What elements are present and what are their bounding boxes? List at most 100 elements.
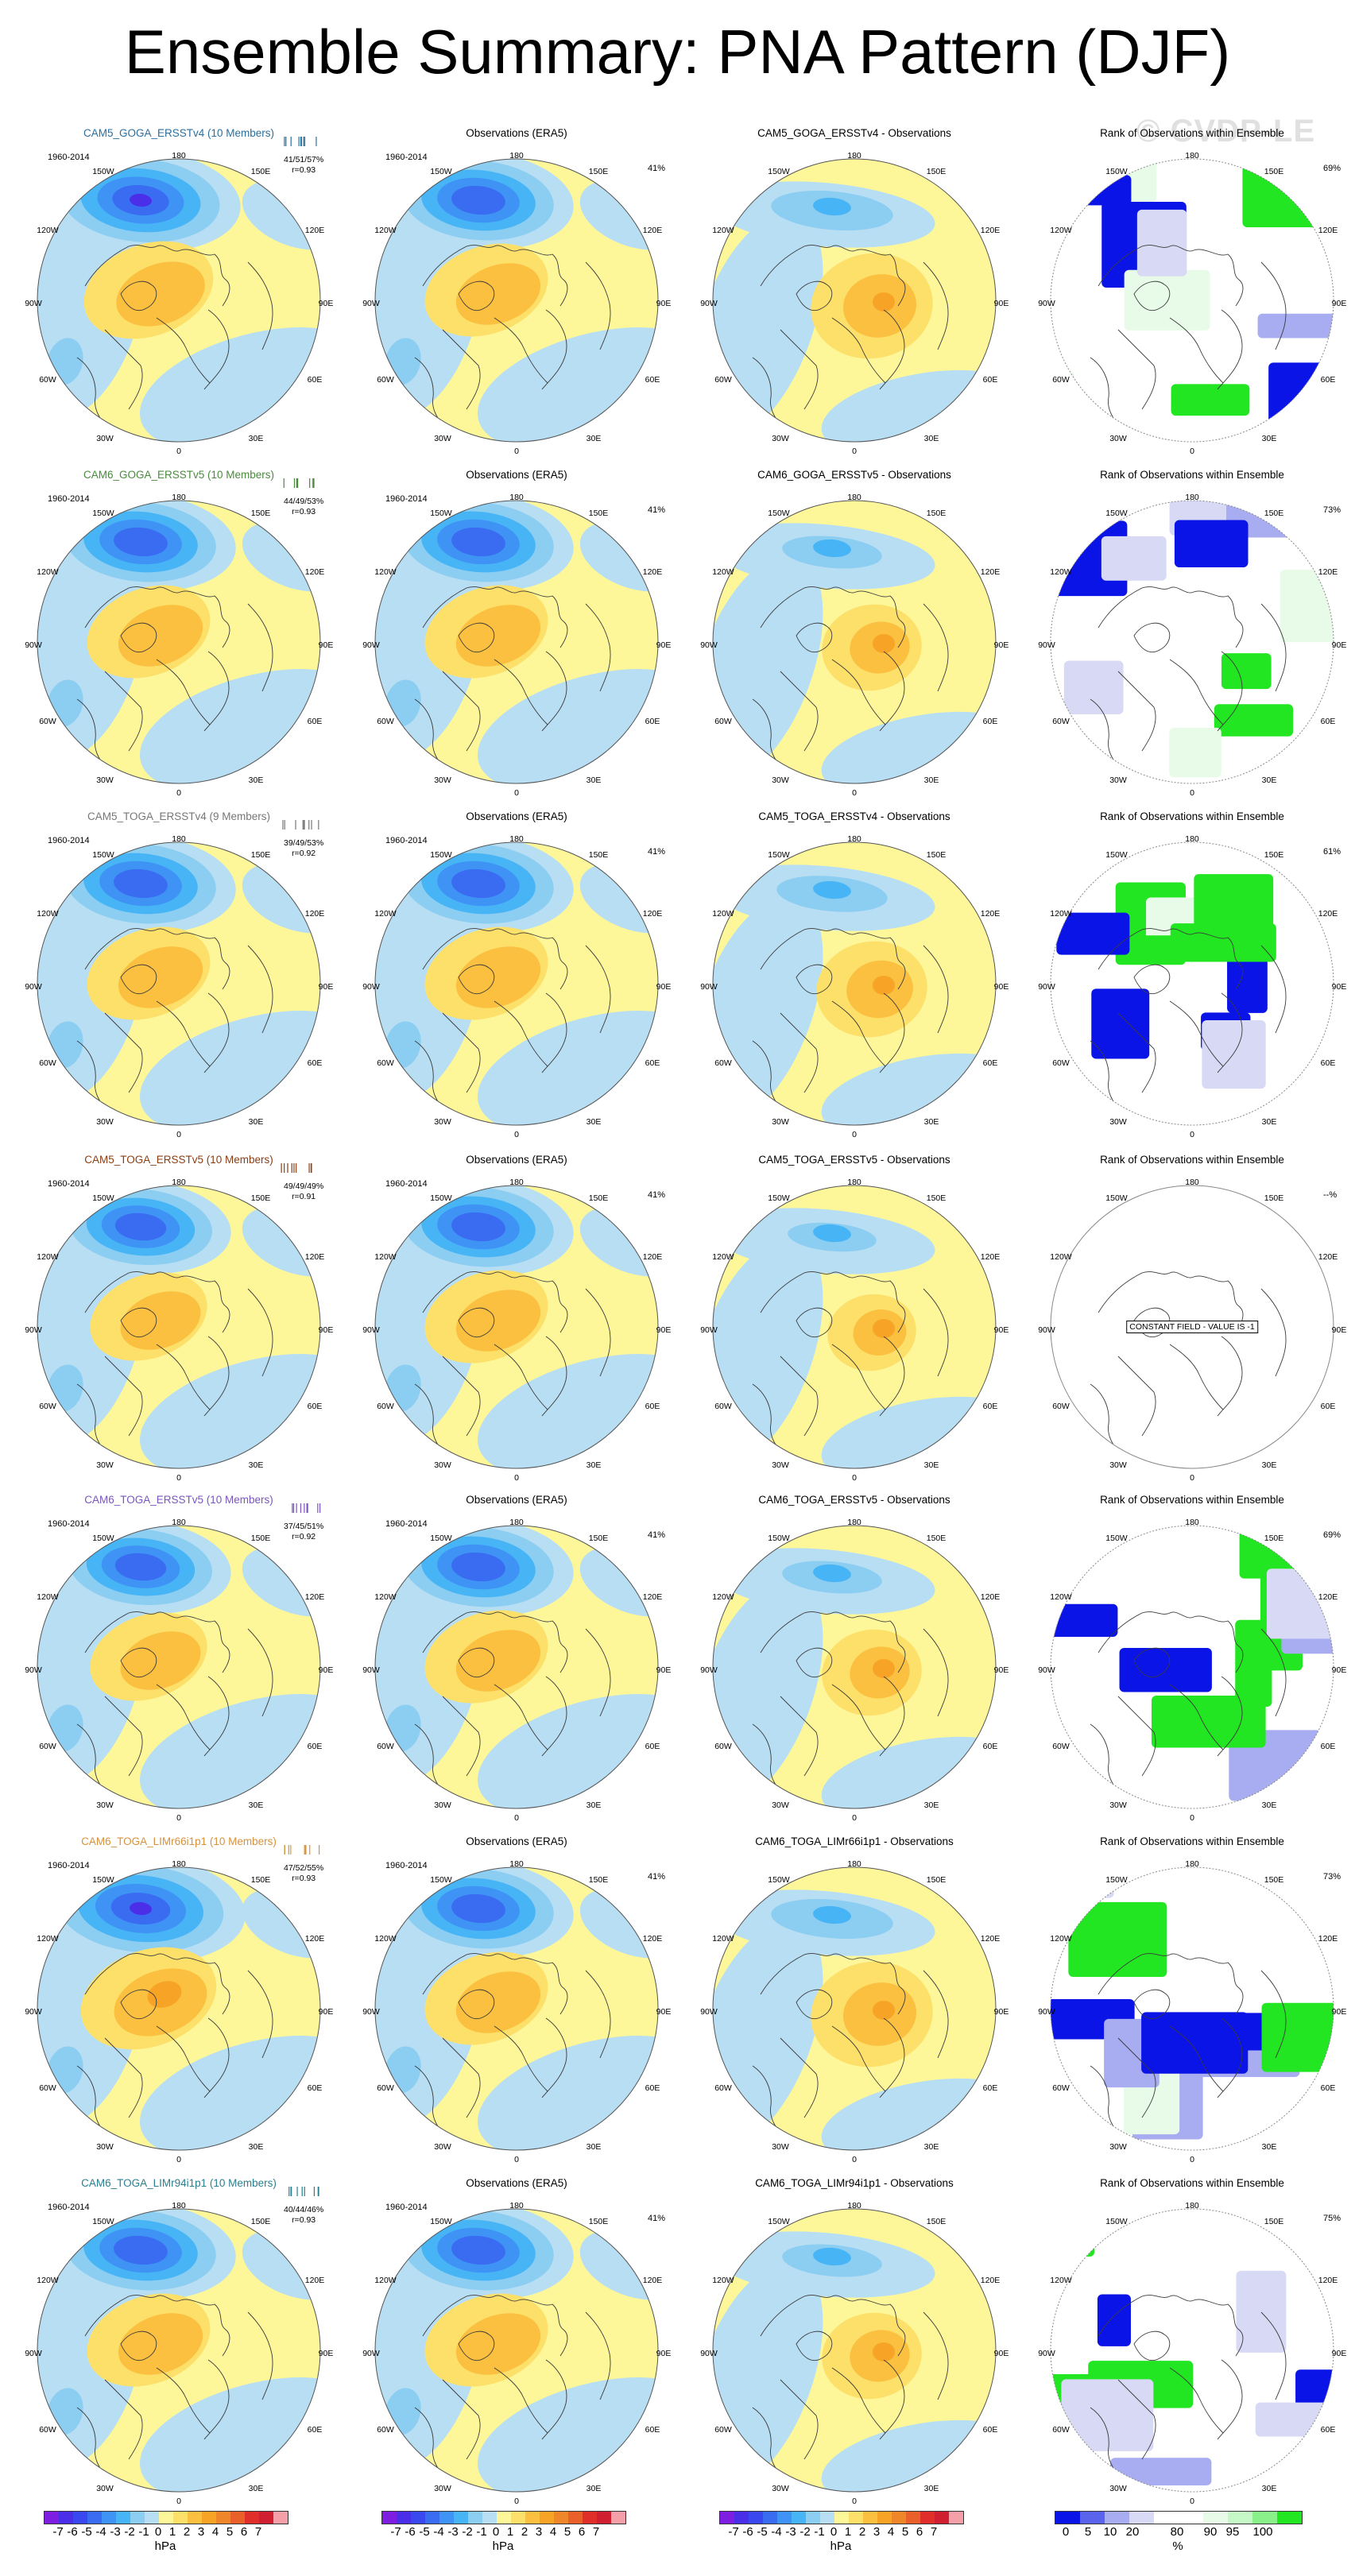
model-panel: CAM5_GOGA_ERSSTv4 (10 Members) 1960-2014 4… bbox=[10, 127, 348, 470]
longitude-label: 150W bbox=[768, 1875, 790, 1885]
colorbar-swatch bbox=[540, 2512, 554, 2524]
period-label: 1960-2014 bbox=[385, 1519, 428, 1529]
colorbar-tick-label: 3 bbox=[197, 2525, 205, 2539]
longitude-label: 120E bbox=[1318, 909, 1338, 919]
longitude-label: 30W bbox=[434, 776, 451, 785]
diff-panel: CAM6_TOGA_LIMr94i1p1 - Observations 180 15… bbox=[685, 2177, 1024, 2520]
coastline bbox=[1090, 586, 1287, 772]
coastline bbox=[76, 245, 273, 430]
colorbar-swatch bbox=[102, 2512, 116, 2524]
longitude-label: 150E bbox=[250, 509, 271, 518]
longitude-label: 0 bbox=[1190, 788, 1194, 798]
map-border bbox=[37, 1866, 321, 2151]
longitude-label: 90W bbox=[700, 299, 718, 308]
longitude-label: 150W bbox=[430, 1534, 452, 1543]
longitude-label: 90W bbox=[1038, 299, 1055, 308]
longitude-label: 60E bbox=[982, 1402, 998, 1411]
longitude-label: 180 bbox=[172, 1518, 186, 1527]
positive-anomaly bbox=[120, 1291, 201, 1350]
colorbar-tick-label: 3 bbox=[535, 2525, 543, 2539]
constant-field-label: CONSTANT FIELD - VALUE IS -1 bbox=[1126, 1321, 1258, 1333]
longitude-label: 30W bbox=[1109, 434, 1127, 443]
longitude-label: 120W bbox=[712, 1934, 734, 1944]
longitude-label: 90E bbox=[656, 299, 672, 308]
longitude-label: 180 bbox=[509, 1859, 524, 1869]
longitude-label: 60E bbox=[982, 717, 998, 726]
longitude-label: 60E bbox=[1320, 375, 1336, 385]
period-label: 1960-2014 bbox=[48, 2203, 90, 2212]
rank-panel: Rank of Observations within Ensemble --% 1… bbox=[1023, 1154, 1355, 1496]
rank-region bbox=[1136, 209, 1187, 277]
longitude-label: 120E bbox=[642, 1592, 663, 1602]
longitude-label: 180 bbox=[1185, 1859, 1199, 1869]
rank-region bbox=[1174, 520, 1249, 568]
longitude-label: 30W bbox=[1109, 1117, 1127, 1127]
coastline bbox=[1090, 1611, 1287, 1797]
colorbar-tick-label: 0 bbox=[830, 2525, 838, 2539]
colorbar-swatch bbox=[116, 2512, 130, 2524]
model-panel: CAM6_GOGA_ERSSTv5 (10 Members) 1960-2014 4… bbox=[10, 469, 348, 811]
longitude-label: 60W bbox=[714, 2425, 732, 2435]
colorbar-swatch bbox=[216, 2512, 230, 2524]
pattern-statistics: 39/49/53% r=0.92 bbox=[284, 838, 323, 859]
longitude-label: 90W bbox=[25, 1665, 42, 1675]
pattern-correlation: r=0.93 bbox=[292, 2215, 316, 2225]
rank-percent: --% bbox=[1323, 1190, 1338, 1200]
longitude-label: 0 bbox=[514, 1473, 519, 1483]
percent-variance: 41% bbox=[648, 1872, 666, 1882]
longitude-label: 150W bbox=[92, 850, 114, 860]
longitude-label: 30E bbox=[248, 1800, 264, 1810]
rank-percent: 61% bbox=[1323, 847, 1341, 857]
longitude-label: 150W bbox=[1105, 509, 1128, 518]
longitude-label: 90E bbox=[656, 1325, 672, 1335]
longitude-label: 60E bbox=[307, 1058, 323, 1068]
longitude-label: 30E bbox=[1261, 2484, 1277, 2493]
diff-panel: CAM6_TOGA_ERSSTv5 - Observations 180 150W 1… bbox=[685, 1494, 1024, 1836]
rank-region bbox=[1110, 2458, 1212, 2485]
longitude-label: 60W bbox=[714, 1058, 732, 1068]
longitude-label: 60E bbox=[1320, 2425, 1336, 2435]
panel-title: Observations (ERA5) bbox=[466, 1835, 567, 1847]
panel-title: Observations (ERA5) bbox=[466, 469, 567, 481]
pattern-statistics: 41/51/57% r=0.93 bbox=[284, 155, 323, 176]
longitude-label: 60E bbox=[982, 1742, 998, 1751]
map-border bbox=[1050, 1525, 1334, 1809]
colorbar-swatch bbox=[59, 2512, 73, 2524]
longitude-label: 90W bbox=[1038, 2349, 1055, 2358]
panel-title: CAM6_TOGA_LIMr94i1p1 - Observations bbox=[755, 2177, 954, 2189]
colorbar-swatch bbox=[849, 2512, 863, 2524]
model-panel: CAM6_TOGA_LIMr66i1p1 (10 Members) 1960-20… bbox=[10, 1835, 348, 2178]
longitude-label: 150E bbox=[926, 1875, 947, 1885]
longitude-label: 0 bbox=[176, 1813, 181, 1823]
panel-title: Observations (ERA5) bbox=[466, 127, 567, 139]
colorbar-swatch bbox=[87, 2512, 102, 2524]
rank-region bbox=[1141, 2012, 1249, 2074]
longitude-label: 90W bbox=[362, 2007, 380, 2017]
longitude-label: 90E bbox=[993, 2007, 1009, 2017]
longitude-label: 120E bbox=[304, 567, 325, 577]
colorbar-swatch bbox=[734, 2512, 749, 2524]
colorbar-swatch bbox=[749, 2512, 763, 2524]
diff-negative-core bbox=[813, 197, 851, 216]
longitude-label: 150W bbox=[430, 2217, 452, 2226]
longitude-label: 60E bbox=[982, 2083, 998, 2093]
aleutian-low bbox=[451, 1212, 505, 1242]
obs-panel: Observations (ERA5) 1960-2014 41% 180 150W 15… bbox=[347, 1154, 686, 1496]
polar-map bbox=[1050, 1866, 1334, 2151]
longitude-label: 150E bbox=[250, 850, 271, 860]
rank-region bbox=[1061, 2379, 1154, 2451]
aleutian-low bbox=[114, 2235, 168, 2265]
longitude-label: 60E bbox=[645, 2425, 660, 2435]
colorbar-tick-label: 10 bbox=[1103, 2525, 1117, 2539]
colorbar-swatch bbox=[468, 2512, 482, 2524]
pattern-correlation: r=0.93 bbox=[292, 1874, 316, 1883]
rank-region bbox=[1091, 988, 1150, 1059]
positive-anomaly bbox=[455, 1290, 541, 1352]
obs-panel: Observations (ERA5) 1960-2014 41% 180 150W 15… bbox=[347, 1494, 686, 1836]
longitude-label: 30E bbox=[248, 2484, 264, 2493]
colorbar-swatch bbox=[439, 2512, 454, 2524]
colorbar-tick-label: -6 bbox=[742, 2525, 753, 2539]
colorbar-tick-label: -5 bbox=[81, 2525, 92, 2539]
coastline bbox=[414, 1271, 611, 1456]
longitude-label: 30W bbox=[772, 1117, 789, 1127]
